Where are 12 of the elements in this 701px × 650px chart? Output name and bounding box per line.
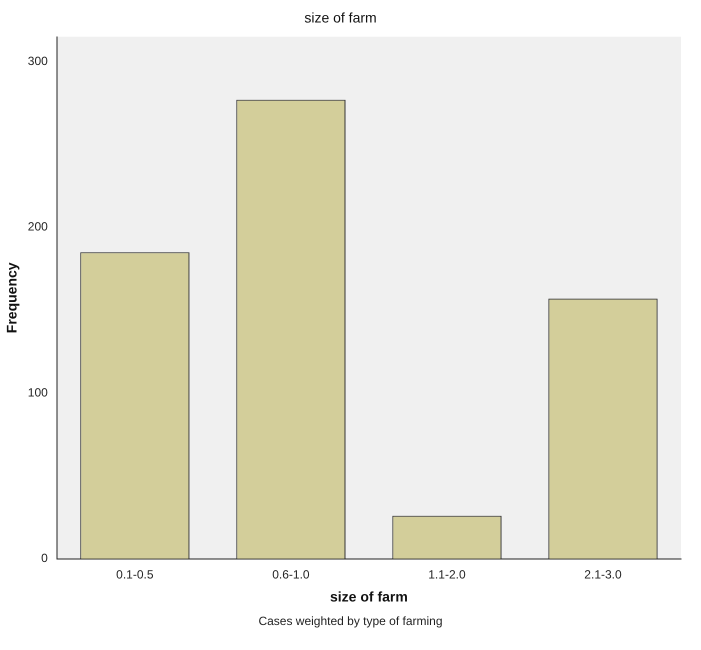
x-tick-label: 2.1-3.0 bbox=[584, 567, 622, 582]
x-tick-label: 0.6-1.0 bbox=[272, 567, 310, 582]
y-tick-label: 0 bbox=[41, 551, 48, 566]
y-axis-title: Frequency bbox=[3, 262, 20, 334]
x-axis-title: size of farm bbox=[330, 588, 408, 604]
text: Cases weighted by type of farming bbox=[257, 614, 444, 628]
x-tick-label: 1.1-2.0 bbox=[428, 567, 466, 582]
y-tick-label: 300 bbox=[28, 54, 48, 68]
x-tick-label: 0.1-0.5 bbox=[116, 567, 154, 582]
chart-title: size of farm bbox=[304, 9, 377, 26]
y-tick-label: 100 bbox=[28, 385, 48, 400]
y-tick-label: 200 bbox=[28, 220, 48, 234]
